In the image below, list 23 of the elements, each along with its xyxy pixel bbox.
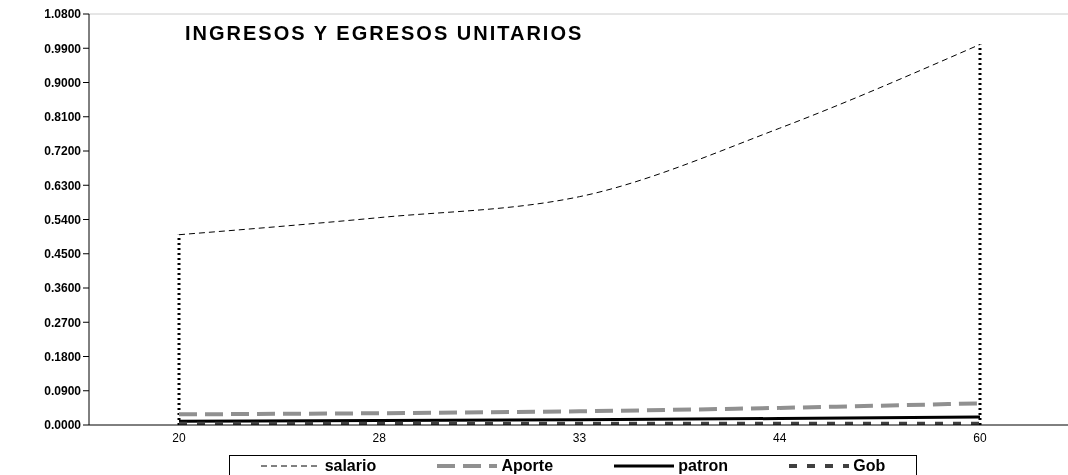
x-tick-label: 28 bbox=[372, 430, 387, 445]
x-tick-label: 44 bbox=[773, 430, 787, 445]
legend-label: patron bbox=[678, 456, 729, 475]
x-tick-label: 60 bbox=[973, 430, 987, 445]
y-tick-label: 0.2700 bbox=[44, 315, 82, 330]
x-tick-label: 20 bbox=[172, 430, 186, 445]
legend-label: Gob bbox=[853, 456, 886, 475]
y-tick-label: 0.4500 bbox=[44, 247, 82, 262]
x-tick-label: 33 bbox=[572, 430, 587, 445]
legend-label: salario bbox=[324, 456, 377, 475]
y-tick-label: 0.1800 bbox=[44, 349, 82, 364]
legend-label: Aporte bbox=[501, 456, 554, 475]
chart-title: INGRESOS Y EGRESOS UNITARIOS bbox=[185, 22, 584, 45]
y-tick-label: 0.7200 bbox=[44, 144, 82, 159]
y-tick-label: 1.0800 bbox=[44, 7, 82, 22]
y-tick-label: 0.8100 bbox=[44, 110, 82, 125]
y-tick-label: 0.0000 bbox=[44, 418, 82, 433]
y-tick-label: 0.9000 bbox=[44, 75, 82, 90]
y-tick-label: 0.0900 bbox=[44, 384, 82, 399]
y-tick-label: 0.3600 bbox=[44, 281, 82, 296]
y-tick-label: 0.9900 bbox=[44, 41, 82, 56]
y-tick-label: 0.6300 bbox=[44, 178, 82, 193]
y-tick-label: 0.5400 bbox=[44, 212, 82, 227]
